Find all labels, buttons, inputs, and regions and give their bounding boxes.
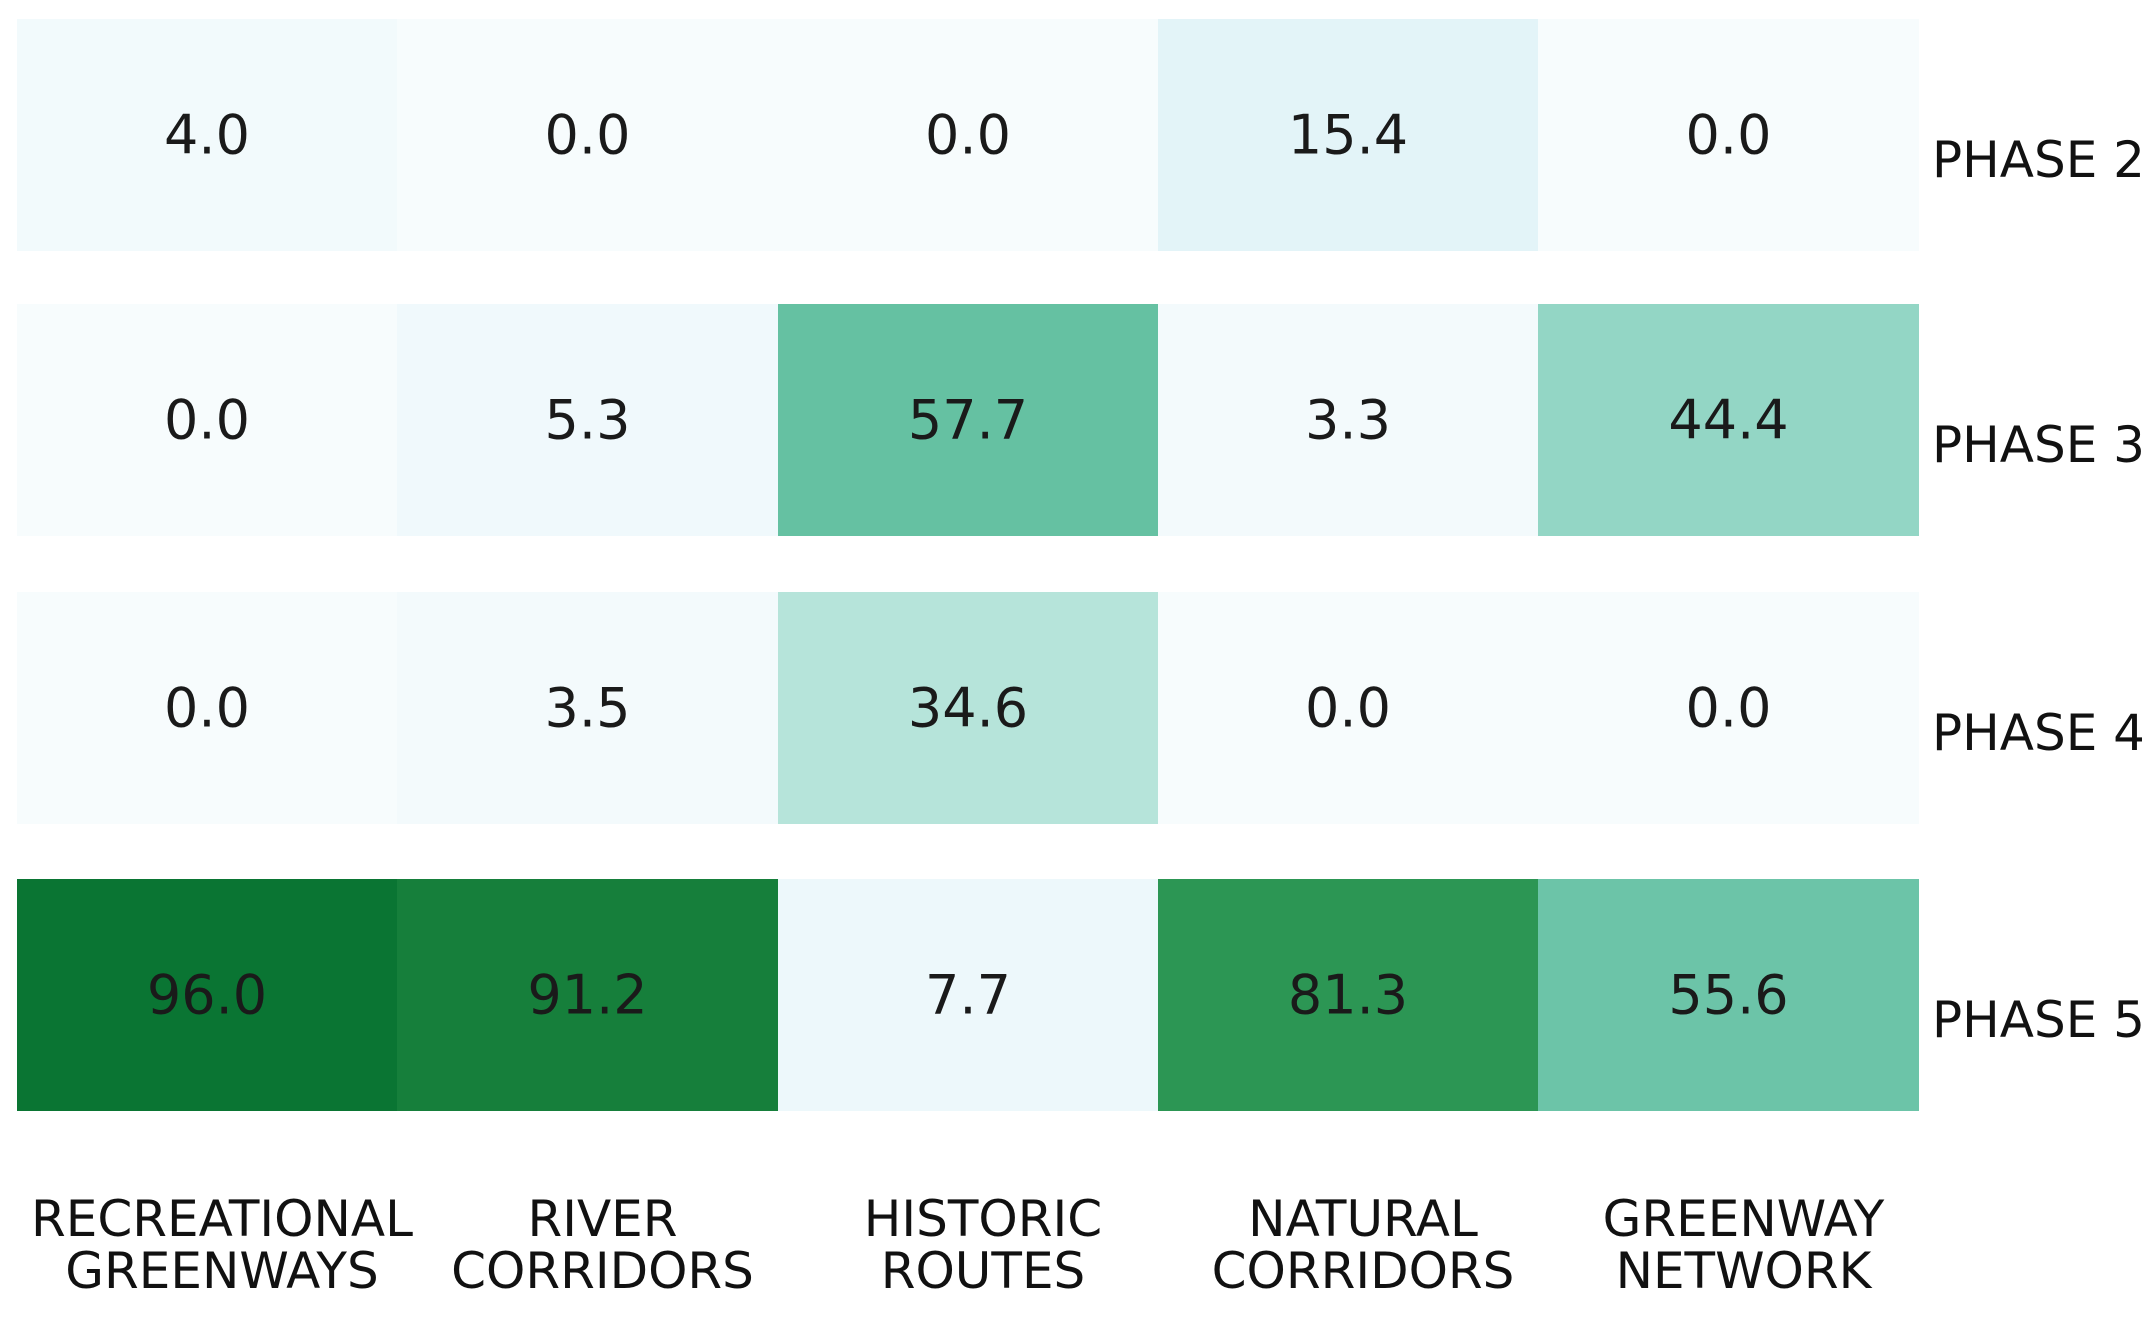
cell-value-label: 3.5	[545, 677, 631, 740]
cell-value-label: 5.3	[545, 389, 631, 452]
column-label: NATURAL	[1248, 1190, 1478, 1248]
cell-value-label: 0.0	[1305, 677, 1391, 740]
cell-value-label: 15.4	[1288, 104, 1408, 167]
cell-value-label: 0.0	[925, 104, 1011, 167]
heatmap-cell-r3-c3	[1158, 879, 1538, 1111]
heatmap-cell-r0-c4	[1538, 19, 1919, 251]
cell-value-label: 0.0	[545, 104, 631, 167]
heatmap-cell-r2-c0	[17, 592, 397, 824]
cell-value-label: 4.0	[164, 104, 250, 167]
heatmap-cell-r1-c2	[778, 304, 1158, 536]
heatmap-cell-r1-c3	[1158, 304, 1538, 536]
column-label: RECREATIONAL	[31, 1190, 413, 1248]
column-label: GREENWAY	[1603, 1190, 1885, 1248]
cell-value-label: 0.0	[164, 677, 250, 740]
heatmap-cell-r0-c0	[17, 19, 397, 251]
column-labels: RECREATIONALGREENWAYSRIVERCORRIDORSHISTO…	[31, 1190, 1885, 1300]
row-label: PHASE 5	[1932, 991, 2142, 1049]
column-label: HISTORIC	[864, 1190, 1102, 1248]
cell-value-label: 57.7	[908, 389, 1028, 452]
cell-value-label: 96.0	[147, 964, 267, 1027]
cell-value-label: 44.4	[1668, 389, 1788, 452]
heatmap-cell-r0-c3	[1158, 19, 1538, 251]
cell-value-label: 0.0	[1686, 677, 1772, 740]
heatmap-cell-r2-c1	[397, 592, 778, 824]
cell-value-label: 34.6	[908, 677, 1028, 740]
heatmap-cell-r3-c4	[1538, 879, 1919, 1111]
heatmap-cell-r0-c2	[778, 19, 1158, 251]
heatmap-cell-r2-c4	[1538, 592, 1919, 824]
cell-value-label: 0.0	[164, 389, 250, 452]
heatmap-cell-r3-c0	[17, 879, 397, 1111]
column-label: NETWORK	[1616, 1242, 1873, 1300]
cell-value-label: 3.3	[1305, 389, 1391, 452]
row-label: PHASE 4	[1932, 704, 2142, 762]
heatmap-cell-r1-c0	[17, 304, 397, 536]
heatmap-cells: 4.0 0.0 0.0 15.4 0.0 0.0 5.3 57.7 3.3 44.4 0.0 3.5 3…	[17, 19, 1919, 1111]
row-labels: PHASE 2 PHASE 3 PHASE 4 PHASE 5	[1932, 131, 2142, 1049]
column-label: CORRIDORS	[1212, 1242, 1515, 1300]
cell-value-label: 91.2	[527, 964, 647, 1027]
heatmap-cell-r1-c4	[1538, 304, 1919, 536]
cell-value-label: 7.7	[925, 964, 1011, 1027]
column-label: CORRIDORS	[451, 1242, 754, 1300]
row-label: PHASE 2	[1932, 131, 2142, 189]
heatmap-cell-r2-c3	[1158, 592, 1538, 824]
row-label: PHASE 3	[1932, 416, 2142, 474]
column-label: RIVER	[527, 1190, 677, 1248]
cell-value-label: 0.0	[1686, 104, 1772, 167]
heatmap-cell-r1-c1	[397, 304, 778, 536]
column-label: GREENWAYS	[65, 1242, 378, 1300]
heatmap-cell-r3-c1	[397, 879, 778, 1111]
cell-value-label: 81.3	[1288, 964, 1408, 1027]
heatmap-cell-r0-c1	[397, 19, 778, 251]
heatmap-cell-r3-c2	[778, 879, 1158, 1111]
cell-value-label: 55.6	[1668, 964, 1788, 1027]
heatmap-cell-r2-c2	[778, 592, 1158, 824]
column-label: ROUTES	[881, 1242, 1086, 1300]
